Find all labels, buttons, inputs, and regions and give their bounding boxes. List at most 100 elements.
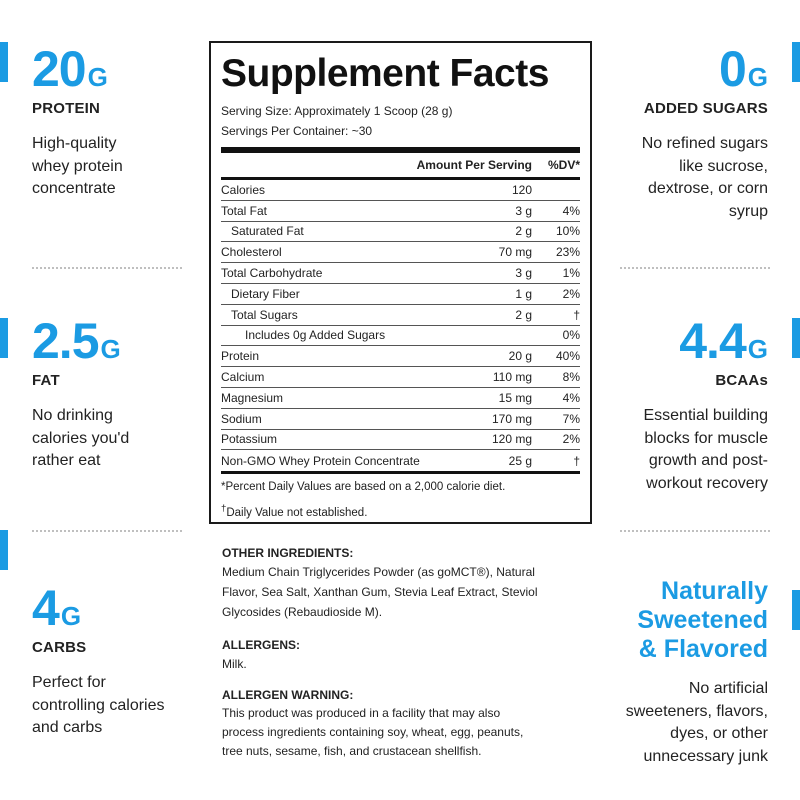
nutrient-amount: 120 — [511, 182, 532, 197]
nutrient-dv: 0% — [562, 328, 580, 343]
stat-value: 4G — [32, 580, 82, 636]
stat-naturally-sweetened: Naturally Sweetened & Flavored No artifici… — [578, 577, 768, 768]
other-ingredients-text: Medium Chain Triglycerides Powder (as go… — [222, 565, 538, 619]
stat-headline: Naturally Sweetened & Flavored — [637, 577, 768, 663]
allergen-warning-heading: ALLERGEN WARNING: — [222, 688, 354, 702]
nutrient-dv: † — [573, 307, 580, 322]
accent-bar — [792, 590, 800, 630]
stat-fat: 2.5G FAT No drinking calories you'd rather… — [32, 316, 222, 473]
stat-label: FAT — [32, 372, 60, 389]
facts-row: Potassium 120 mg 2% — [221, 430, 580, 451]
nutrient-name: Includes 0g Added Sugars — [245, 328, 386, 343]
nutrient-name: Non-GMO Whey Protein Concentrate — [221, 453, 420, 468]
nutrient-name: Total Fat — [221, 203, 268, 218]
accent-bar — [0, 42, 8, 82]
nutrient-name: Magnesium — [221, 390, 284, 405]
divider-thick — [221, 147, 580, 153]
stat-value: 0G — [718, 41, 768, 97]
facts-row: Includes 0g Added Sugars 0% — [221, 326, 580, 347]
stat-carbs: 4G CARBS Perfect for controlling calories… — [32, 583, 222, 740]
nutrient-dv: 8% — [562, 370, 580, 385]
other-ingredients-heading: OTHER INGREDIENTS: — [222, 546, 354, 560]
facts-row: Saturated Fat 2 g 10% — [221, 222, 580, 243]
facts-row: Non-GMO Whey Protein Concentrate 25 g † — [221, 450, 580, 471]
nutrient-dv: 2% — [562, 286, 580, 301]
divider — [620, 267, 770, 269]
other-ingredients: OTHER INGREDIENTS: Medium Chain Triglyce… — [222, 544, 592, 622]
accent-bar — [792, 42, 800, 82]
facts-row: Calories 120 — [221, 180, 580, 201]
stat-bcaas: 4.4G BCAAs Essential building blocks for … — [578, 316, 768, 495]
nutrient-dv: † — [573, 453, 580, 468]
nutrient-name: Total Sugars — [231, 307, 298, 322]
nutrient-amount: 110 mg — [492, 370, 532, 385]
divider — [620, 530, 770, 532]
nutrient-amount: 1 g — [515, 286, 532, 301]
accent-bar — [792, 318, 800, 358]
facts-header-row: Amount Per Serving %DV* — [221, 153, 580, 177]
nutrient-dv: 4% — [562, 203, 580, 218]
nutrient-dv: 7% — [562, 411, 580, 426]
divider-medium — [221, 471, 580, 475]
nutrient-name: Dietary Fiber — [231, 286, 300, 301]
facts-title: Supplement Facts — [221, 52, 549, 95]
nutrient-amount: 2 g — [515, 224, 532, 239]
facts-rows: Calories 120 Total Fat 3 g 4% Saturated Fat 2 … — [221, 180, 580, 471]
divider — [32, 530, 182, 532]
stat-value: 2.5G — [32, 313, 121, 369]
nutrient-name: Saturated Fat — [231, 224, 304, 239]
facts-row: Protein 20 g 40% — [221, 346, 580, 368]
nutrient-amount: 25 g — [508, 453, 532, 468]
nutrient-amount: 120 mg — [491, 432, 532, 447]
nutrient-dv: 40% — [555, 349, 580, 364]
allergens-text: Milk. — [222, 657, 247, 671]
nutrient-dv: 10% — [555, 224, 580, 239]
stat-label: BCAAs — [715, 372, 768, 389]
stat-description: High-quality whey protein concentrate — [32, 135, 123, 197]
nutrient-name: Cholesterol — [221, 245, 282, 260]
facts-row: Sodium 170 mg 7% — [221, 409, 580, 430]
stat-label: CARBS — [32, 639, 87, 656]
footnote-dv: *Percent Daily Values are based on a 2,0… — [221, 481, 506, 494]
nutrient-name: Calcium — [221, 370, 265, 385]
divider — [32, 267, 182, 269]
nutrient-name: Protein — [221, 349, 260, 364]
nutrient-amount: 170 mg — [491, 411, 532, 426]
stat-description: Perfect for controlling calories and carbs — [32, 674, 165, 736]
allergen-warning-text: This product was produced in a facility … — [222, 706, 524, 758]
footnotes: *Percent Daily Values are based on a 2,0… — [221, 474, 580, 524]
servings-per-container: Servings Per Container: ~30 — [221, 124, 373, 138]
stat-description: No drinking calories you'd rather eat — [32, 407, 130, 469]
nutrient-amount: 3 g — [515, 203, 532, 218]
facts-row: Total Fat 3 g 4% — [221, 201, 580, 222]
nutrient-name: Potassium — [221, 432, 278, 447]
nutrient-amount: 3 g — [515, 266, 532, 281]
nutrient-amount: 2 g — [515, 307, 532, 322]
stat-added-sugars: 0G ADDED SUGARS No refined sugars like su… — [578, 44, 768, 223]
facts-row: Calcium 110 mg 8% — [221, 367, 580, 388]
nutrient-amount: 70 mg — [498, 245, 532, 260]
allergens-heading: ALLERGENS: — [222, 638, 300, 652]
nutrient-name: Calories — [221, 182, 266, 197]
facts-row: Dietary Fiber 1 g 2% — [221, 284, 580, 305]
nutrient-name: Total Carbohydrate — [221, 266, 323, 281]
allergen-warning: ALLERGEN WARNING: This product was produ… — [222, 686, 592, 761]
stat-description: Essential building blocks for muscle growt… — [643, 407, 768, 492]
stat-label: ADDED SUGARS — [643, 100, 768, 117]
stat-label: PROTEIN — [32, 100, 101, 117]
stat-value: 4.4G — [679, 313, 768, 369]
stat-description: No refined sugars like sucrose, dextrose, … — [641, 135, 768, 220]
footnote-not-established: †Daily Value not established. — [221, 503, 368, 519]
amount-header: Amount Per Serving — [416, 158, 532, 172]
stat-description: No artificial sweeteners, flavors, dyes, o… — [625, 680, 768, 765]
nutrient-dv: 1% — [562, 266, 580, 281]
facts-row: Total Sugars 2 g † — [221, 305, 580, 326]
dv-header: %DV* — [547, 158, 580, 172]
facts-row: Total Carbohydrate 3 g 1% — [221, 263, 580, 284]
serving-size: Serving Size: Approximately 1 Scoop (28 … — [221, 104, 453, 118]
accent-bar — [0, 318, 8, 358]
nutrient-dv: 4% — [562, 390, 580, 405]
stat-value: 20G — [32, 41, 108, 97]
nutrient-dv: 23% — [555, 245, 580, 260]
divider-medium — [221, 177, 580, 180]
